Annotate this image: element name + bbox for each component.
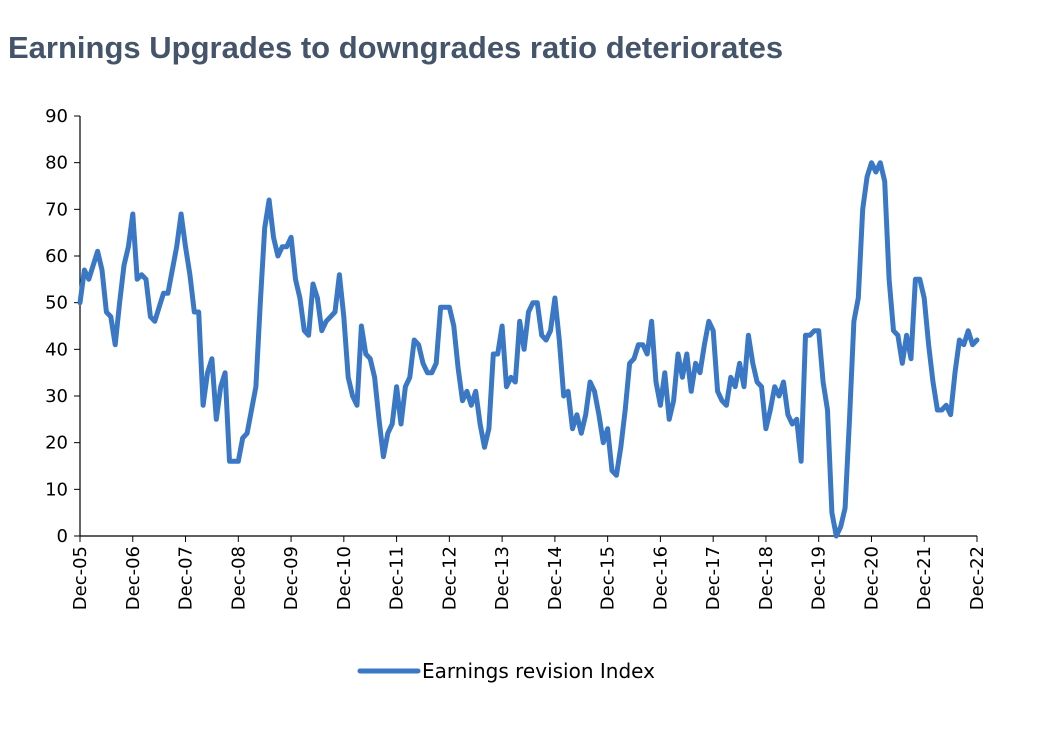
x-tick-label: Dec-20 [861,546,882,610]
y-tick-label: 0 [57,526,68,547]
x-tick-label: Dec-08 [228,546,249,610]
y-tick-label: 10 [45,479,68,500]
y-tick-label: 90 [45,106,68,127]
y-tick-label: 70 [45,199,68,220]
x-tick-label: Dec-19 [809,546,830,610]
y-tick-label: 80 [45,153,68,174]
x-tick-label: Dec-12 [439,546,460,610]
y-tick-label: 30 [45,386,68,407]
x-tick-label: Dec-16 [650,546,671,610]
y-tick-label: 60 [45,246,68,267]
x-tick-label: Dec-22 [967,546,988,610]
x-tick-label: Dec-18 [756,546,777,610]
x-tick-label: Dec-17 [703,546,724,610]
legend-label: Earnings revision Index [422,659,655,683]
y-tick-label: 40 [45,339,68,360]
x-tick-label: Dec-14 [545,546,566,610]
x-tick-label: Dec-13 [492,546,513,610]
x-tick-label: Dec-07 [176,546,197,610]
series-line [77,160,980,539]
x-tick-label: Dec-06 [123,546,144,610]
x-tick-label: Dec-05 [70,546,91,610]
x-tick-label: Dec-11 [387,546,408,610]
y-tick-label: 20 [45,433,68,454]
x-tick-label: Dec-10 [334,546,355,610]
x-tick-label: Dec-15 [598,546,619,610]
y-tick-label: 50 [45,293,68,314]
x-tick-label: Dec-21 [914,546,935,610]
page-title: Earnings Upgrades to downgrades ratio de… [8,30,784,65]
x-tick-label: Dec-09 [281,546,302,610]
